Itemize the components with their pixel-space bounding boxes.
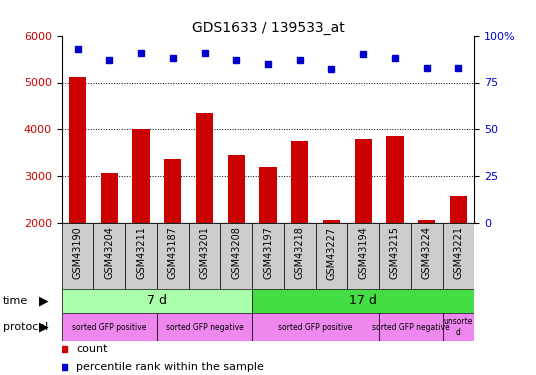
Text: sorted GFP positive: sorted GFP positive bbox=[278, 322, 353, 332]
Bar bbox=[252, 313, 379, 341]
Text: count: count bbox=[77, 344, 108, 354]
Text: time: time bbox=[3, 296, 28, 306]
Bar bbox=[132, 129, 150, 223]
Bar bbox=[164, 159, 182, 223]
Bar bbox=[62, 289, 252, 313]
Text: 17 d: 17 d bbox=[349, 294, 377, 307]
Text: protocol: protocol bbox=[3, 322, 48, 332]
Bar bbox=[316, 223, 347, 289]
Bar bbox=[189, 223, 220, 289]
Bar bbox=[93, 223, 125, 289]
Text: GSM43187: GSM43187 bbox=[168, 226, 178, 279]
Text: GSM43221: GSM43221 bbox=[453, 226, 464, 279]
Bar bbox=[347, 223, 379, 289]
Bar bbox=[252, 223, 284, 289]
Text: GSM43211: GSM43211 bbox=[136, 226, 146, 279]
Bar bbox=[411, 223, 443, 289]
Bar bbox=[323, 220, 340, 223]
Text: GSM43218: GSM43218 bbox=[295, 226, 305, 279]
Bar bbox=[291, 141, 309, 223]
Text: GSM43215: GSM43215 bbox=[390, 226, 400, 279]
Text: GSM43194: GSM43194 bbox=[358, 226, 368, 279]
Bar bbox=[284, 223, 316, 289]
Text: GSM43227: GSM43227 bbox=[326, 226, 337, 279]
Bar bbox=[62, 313, 157, 341]
Bar bbox=[450, 196, 467, 223]
Bar bbox=[443, 313, 474, 341]
Text: sorted GFP negative: sorted GFP negative bbox=[166, 322, 243, 332]
Bar bbox=[354, 139, 372, 223]
Text: GSM43204: GSM43204 bbox=[105, 226, 114, 279]
Text: GSM43190: GSM43190 bbox=[72, 226, 83, 279]
Bar bbox=[157, 223, 189, 289]
Bar bbox=[220, 223, 252, 289]
Text: sorted GFP positive: sorted GFP positive bbox=[72, 322, 146, 332]
Text: 7 d: 7 d bbox=[147, 294, 167, 307]
Bar bbox=[62, 223, 93, 289]
Bar bbox=[418, 220, 435, 223]
Bar bbox=[69, 77, 86, 223]
Bar bbox=[157, 313, 252, 341]
Bar bbox=[386, 136, 404, 223]
Text: unsorte
d: unsorte d bbox=[444, 318, 473, 337]
Text: ▶: ▶ bbox=[39, 321, 49, 334]
Text: GSM43208: GSM43208 bbox=[231, 226, 241, 279]
Text: sorted GFP negative: sorted GFP negative bbox=[372, 322, 450, 332]
Bar bbox=[379, 313, 443, 341]
Text: GSM43224: GSM43224 bbox=[422, 226, 431, 279]
Bar bbox=[125, 223, 157, 289]
Text: percentile rank within the sample: percentile rank within the sample bbox=[77, 362, 264, 372]
Text: GSM43197: GSM43197 bbox=[263, 226, 273, 279]
Bar bbox=[227, 155, 245, 223]
Bar bbox=[259, 167, 277, 223]
Text: GSM43201: GSM43201 bbox=[199, 226, 210, 279]
Text: ▶: ▶ bbox=[39, 294, 49, 307]
Bar bbox=[443, 223, 474, 289]
Bar bbox=[252, 289, 474, 313]
Bar bbox=[379, 223, 411, 289]
Bar bbox=[196, 112, 213, 223]
Title: GDS1633 / 139533_at: GDS1633 / 139533_at bbox=[192, 21, 344, 34]
Bar bbox=[101, 173, 118, 223]
